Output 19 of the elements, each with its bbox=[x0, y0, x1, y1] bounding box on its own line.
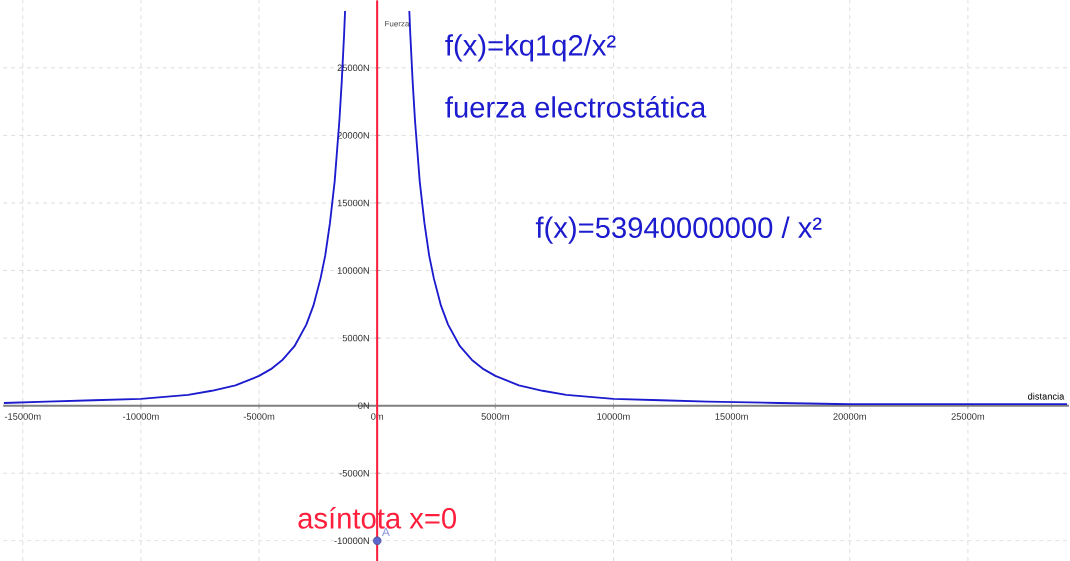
x-axis-title: distancia bbox=[1028, 392, 1065, 400]
x-tick-label: 25000m bbox=[951, 413, 985, 420]
y-tick-label: 5000N bbox=[342, 334, 369, 342]
y-tick-label: -10000N bbox=[334, 537, 369, 544]
y-tick-label: 15000N bbox=[337, 199, 369, 207]
x-tick-label: 10000m bbox=[597, 413, 630, 420]
x-tick-label: 5000m bbox=[481, 413, 509, 420]
annotation: f(x)=kq1q2/x² bbox=[445, 34, 616, 62]
x-tick-label: -15000m bbox=[4, 413, 41, 420]
series-label: A bbox=[381, 527, 390, 536]
x-tick-label: -5000m bbox=[243, 413, 275, 420]
x-tick-label: 15000m bbox=[715, 413, 748, 420]
y-tick-label: 0N bbox=[358, 402, 369, 409]
x-tick-label: 20000m bbox=[833, 413, 866, 420]
y-tick-label: -5000N bbox=[339, 469, 369, 477]
annotation: fuerza electrostática bbox=[445, 95, 707, 118]
y-tick-label: 10000N bbox=[337, 267, 369, 274]
x-tick-label: -10000m bbox=[122, 413, 159, 420]
annotation: f(x)=53940000000 / x² bbox=[535, 216, 822, 244]
